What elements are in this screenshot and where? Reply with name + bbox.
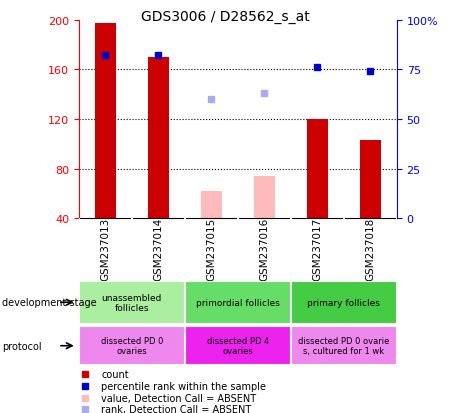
Text: GSM237015: GSM237015 <box>207 217 216 280</box>
Text: GSM237018: GSM237018 <box>365 217 375 280</box>
Text: unassembled
follicles: unassembled follicles <box>102 293 162 312</box>
Bar <box>254 177 275 219</box>
Text: count: count <box>101 369 129 379</box>
Bar <box>79 326 185 366</box>
Text: dissected PD 0 ovarie
s, cultured for 1 wk: dissected PD 0 ovarie s, cultured for 1 … <box>298 336 390 356</box>
Text: primordial follicles: primordial follicles <box>196 298 280 307</box>
Text: GDS3006 / D28562_s_at: GDS3006 / D28562_s_at <box>141 10 310 24</box>
Bar <box>185 326 291 366</box>
Bar <box>201 192 222 219</box>
Bar <box>360 141 381 219</box>
Bar <box>185 281 291 324</box>
Text: percentile rank within the sample: percentile rank within the sample <box>101 381 266 391</box>
Text: dissected PD 4
ovaries: dissected PD 4 ovaries <box>207 336 269 356</box>
Bar <box>95 24 116 219</box>
Bar <box>291 326 397 366</box>
Text: GSM237013: GSM237013 <box>101 217 110 280</box>
Text: protocol: protocol <box>2 341 42 351</box>
Text: GSM237014: GSM237014 <box>153 217 163 280</box>
Bar <box>307 120 328 219</box>
Text: GSM237017: GSM237017 <box>313 217 322 280</box>
Text: development stage: development stage <box>2 297 97 308</box>
Text: rank, Detection Call = ABSENT: rank, Detection Call = ABSENT <box>101 404 251 413</box>
Text: GSM237016: GSM237016 <box>259 217 269 280</box>
Bar <box>148 58 169 219</box>
Text: primary follicles: primary follicles <box>308 298 380 307</box>
Bar <box>79 281 185 324</box>
Bar <box>291 281 397 324</box>
Text: dissected PD 0
ovaries: dissected PD 0 ovaries <box>101 336 163 356</box>
Text: value, Detection Call = ABSENT: value, Detection Call = ABSENT <box>101 393 256 403</box>
